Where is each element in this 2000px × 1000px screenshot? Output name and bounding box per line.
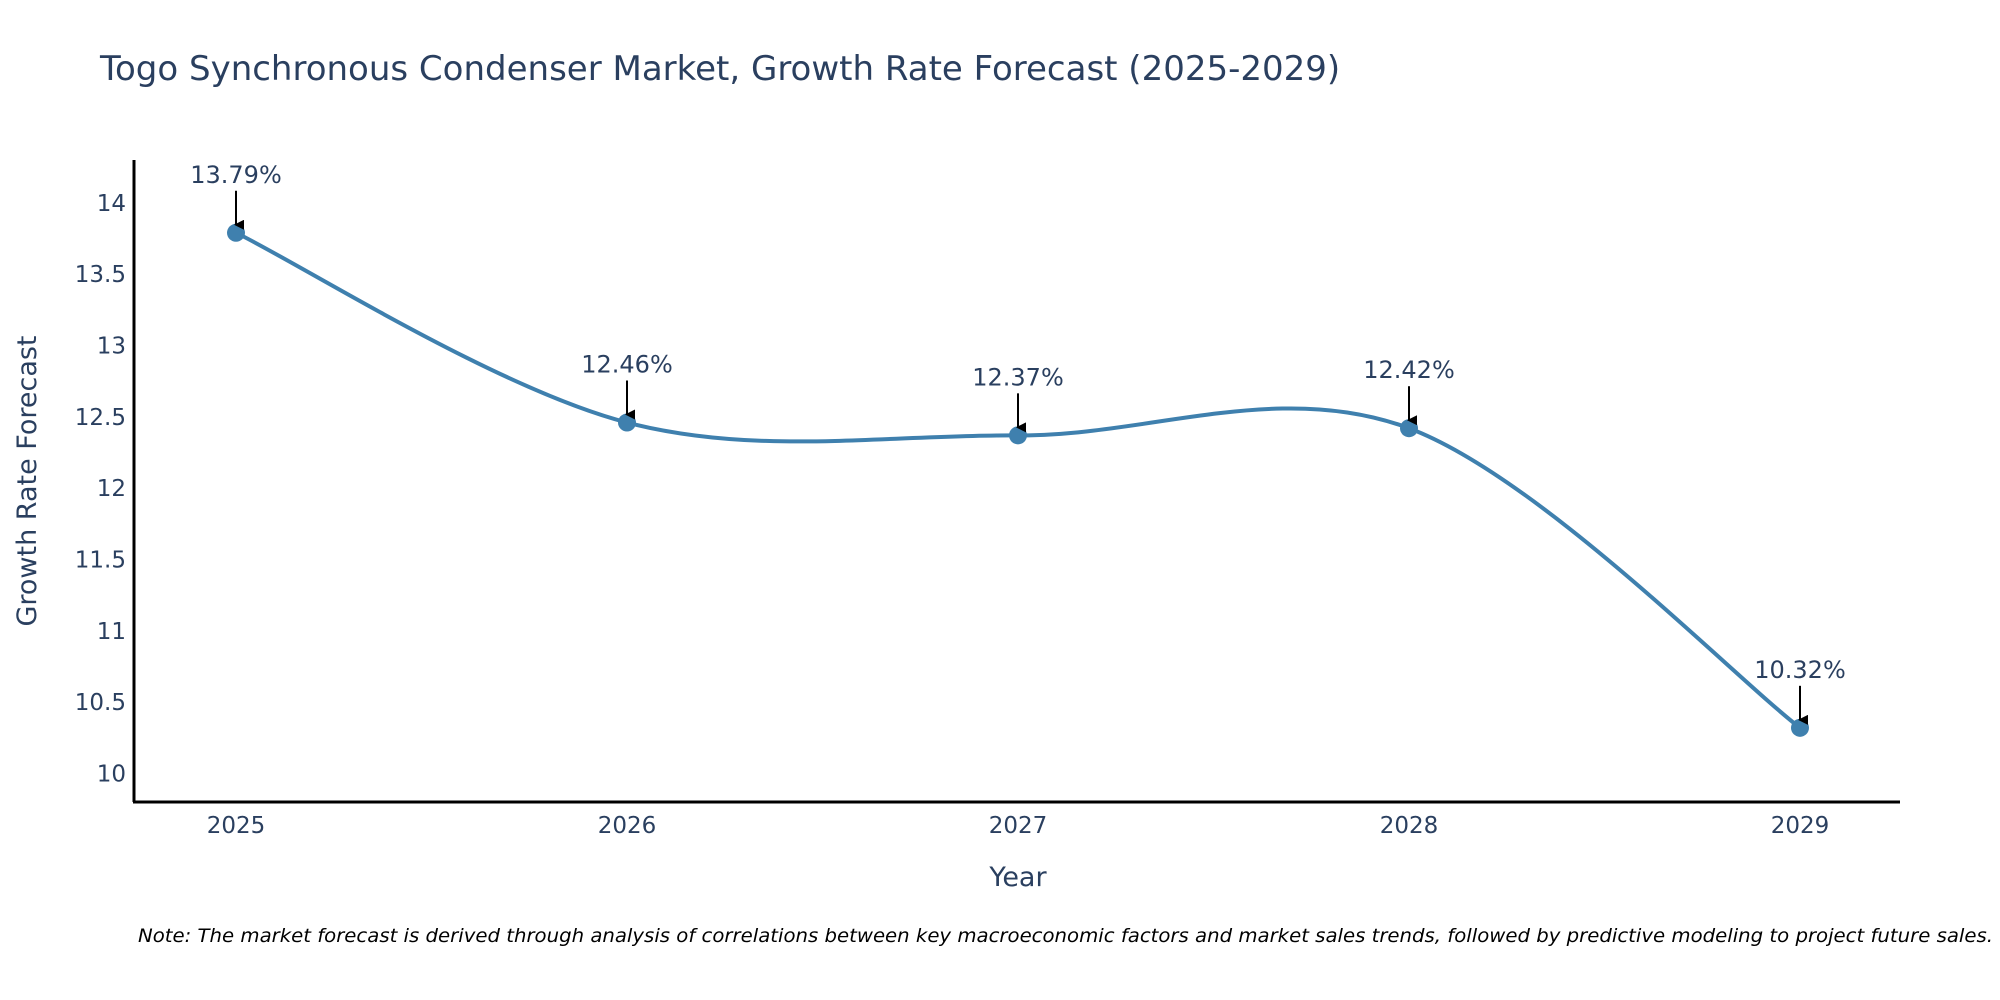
y-tick-label: 10.5 <box>75 690 126 716</box>
y-tick-label: 13.5 <box>75 262 126 288</box>
x-tick-label: 2025 <box>207 813 266 839</box>
data-point <box>1400 419 1418 438</box>
x-tick-label: 2026 <box>598 813 657 839</box>
y-tick-label: 12.5 <box>75 405 126 431</box>
y-tick-label: 14 <box>97 191 126 217</box>
x-tick-label: 2027 <box>989 813 1048 839</box>
series-line <box>235 230 1802 730</box>
y-tick-label: 10 <box>97 761 126 787</box>
data-label: 10.32% <box>1754 656 1846 684</box>
x-tick-label: 2029 <box>1771 813 1830 839</box>
chart-title: Togo Synchronous Condenser Market, Growt… <box>99 49 1340 89</box>
y-tick-label: 13 <box>97 333 126 359</box>
x-tick-label: 2028 <box>1380 813 1439 839</box>
data-label: 12.37% <box>972 363 1064 391</box>
data-label: 12.42% <box>1363 356 1455 384</box>
series-markers <box>227 223 1809 737</box>
data-label: 13.79% <box>190 161 282 189</box>
x-axis-title: Year <box>988 862 1047 893</box>
y-tick-label: 12 <box>97 476 126 502</box>
data-point <box>618 413 636 432</box>
y-axis-title: Growth Rate Forecast <box>12 335 43 626</box>
data-label: 12.46% <box>581 351 673 379</box>
data-point <box>1791 718 1809 737</box>
y-tick-label: 11.5 <box>75 547 126 573</box>
data-point <box>1009 426 1027 445</box>
y-axis-ticks: 10 10.5 11 11.5 12 12.5 13 13.5 14 <box>75 191 126 788</box>
footnote: Note: The market forecast is derived thr… <box>138 925 1993 947</box>
x-axis-ticks: 2025 2026 2027 2028 2029 <box>207 813 1830 839</box>
y-tick-label: 11 <box>97 619 126 645</box>
data-point <box>227 223 245 242</box>
data-annotations: 13.79% 12.46% 12.37% 12.42% 10.32% <box>190 161 1846 725</box>
